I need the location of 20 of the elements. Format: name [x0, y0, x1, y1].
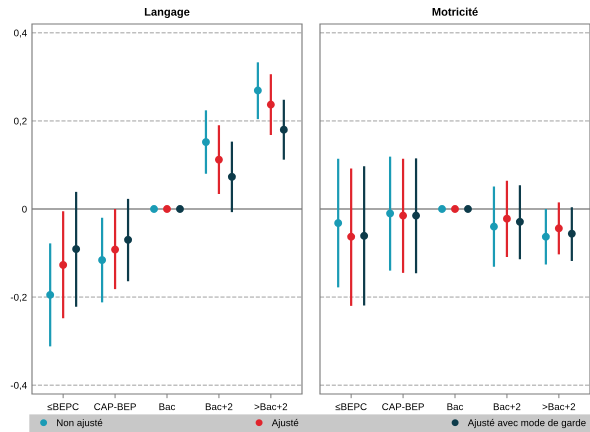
x-tick-label: CAP-BEP [382, 403, 424, 410]
y-tick-label: -0,2 [10, 294, 27, 302]
legend-label: Ajusté [272, 418, 298, 428]
x-tick-label: ≤BEPC [336, 403, 367, 410]
x-tick-label: Bac+2 [206, 403, 232, 410]
x-tick-label: Bac [447, 403, 464, 410]
y-tick-label: 0 [22, 206, 27, 213]
legend-label: Non ajusté [57, 418, 102, 428]
x-tick-label: >Bac+2 [542, 403, 576, 410]
chart-title: Langage [144, 8, 190, 18]
legend-label: Ajusté avec mode de garde [468, 418, 586, 428]
x-tick-label: CAP-BEP [94, 403, 136, 410]
x-tick-label: Bac [159, 403, 176, 410]
y-tick-label: -0,4 [10, 382, 27, 390]
y-tick-label: 0,4 [14, 30, 27, 38]
x-tick-label: >Bac+2 [254, 403, 288, 410]
x-tick-label: ≤BEPC [48, 403, 79, 410]
chart-title: Motricité [432, 8, 478, 16]
y-tick-label: 0,2 [14, 118, 27, 126]
x-tick-label: Bac+2 [494, 403, 520, 410]
